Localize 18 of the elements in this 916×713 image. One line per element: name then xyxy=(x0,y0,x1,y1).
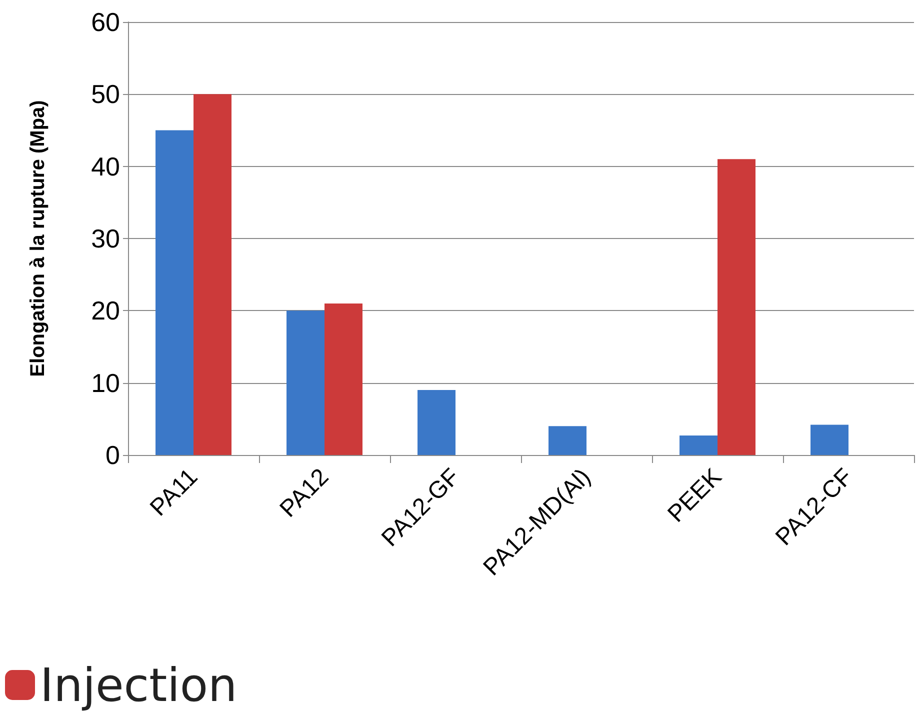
y-tick-label: 50 xyxy=(91,79,120,110)
y-tick-label: 0 xyxy=(106,440,120,470)
y-tick-label: 30 xyxy=(91,224,120,254)
y-tick-label: 20 xyxy=(91,296,120,326)
legend-label: Injection xyxy=(40,658,238,712)
y-axis-title: Elongation à la rupture (Mpa) xyxy=(27,100,49,377)
bar xyxy=(156,130,194,455)
bar xyxy=(324,303,362,455)
bar xyxy=(810,424,848,455)
bar xyxy=(418,390,456,455)
y-tick-label: 60 xyxy=(91,7,120,37)
bar xyxy=(548,426,586,455)
y-tick-label: 10 xyxy=(91,368,120,398)
bar xyxy=(680,436,718,455)
bar xyxy=(718,159,756,455)
y-tick-label: 40 xyxy=(91,151,120,182)
bar xyxy=(286,310,324,455)
bar xyxy=(194,94,232,455)
